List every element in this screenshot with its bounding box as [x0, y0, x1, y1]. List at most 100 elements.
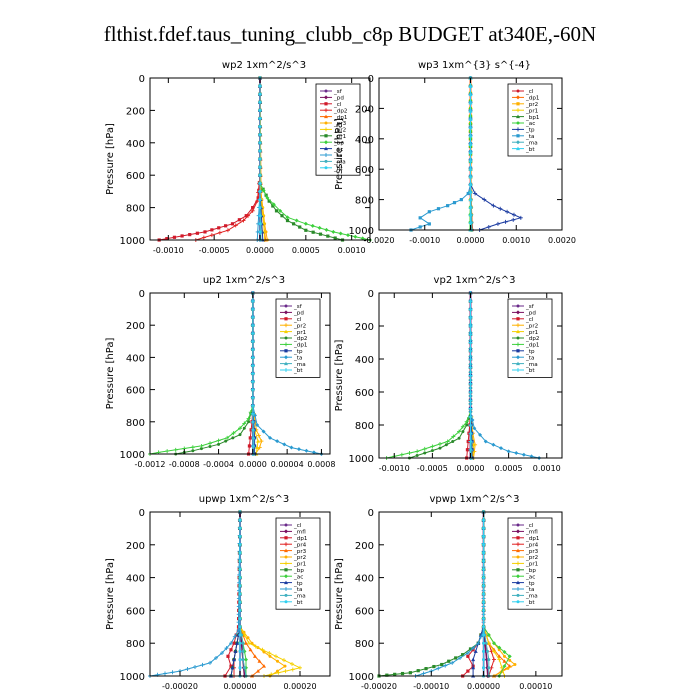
legend-marker	[516, 548, 520, 553]
legend-marker	[516, 523, 520, 527]
data-point	[331, 229, 336, 234]
legend-label: _tp	[525, 349, 535, 355]
data-point	[226, 654, 230, 658]
data-point	[317, 225, 322, 230]
data-point	[256, 433, 261, 438]
data-point	[503, 219, 508, 224]
data-point	[216, 438, 221, 443]
y-tick-label: 400	[355, 135, 374, 146]
data-point	[238, 649, 242, 653]
legend-label: _pr1	[293, 562, 307, 568]
data-point	[258, 173, 262, 177]
legend-label: _pd	[293, 311, 304, 317]
data-point	[238, 666, 242, 670]
data-point	[203, 230, 207, 234]
series-group	[148, 291, 324, 456]
data-point	[310, 223, 315, 228]
panel-title: vp2 1xm^2/s^3	[434, 275, 516, 286]
legend-marker	[324, 89, 328, 93]
data-point	[353, 234, 358, 239]
data-point	[247, 420, 251, 424]
data-point	[443, 663, 448, 668]
data-point	[487, 658, 491, 662]
data-point	[460, 424, 465, 429]
data-point	[497, 648, 501, 652]
data-point	[261, 188, 266, 193]
data-point	[468, 190, 473, 194]
x-tick-label: 0.0010	[533, 464, 561, 473]
data-point	[499, 446, 503, 451]
y-tick-label: 1000	[349, 454, 374, 465]
data-point	[468, 423, 473, 427]
legend-marker	[516, 140, 520, 145]
plot-frame	[378, 511, 563, 677]
data-point	[507, 654, 512, 659]
legend-marker	[516, 134, 520, 138]
data-point	[195, 231, 199, 235]
panels-group: wp2 1xm^2/s^3 Pressure [hPa] 0 200 400 600 800…	[105, 60, 576, 691]
data-point	[472, 426, 477, 431]
data-point	[255, 199, 260, 204]
data-point	[511, 212, 516, 217]
data-point	[415, 449, 420, 454]
data-point	[385, 673, 389, 677]
legend-label: _pr4	[293, 542, 307, 548]
legend-marker	[516, 555, 520, 559]
y-tick-label: 800	[355, 639, 374, 650]
legend-marker	[516, 561, 520, 566]
data-point	[492, 641, 497, 646]
data-point	[491, 203, 496, 208]
data-point	[229, 641, 233, 646]
series-line-ta	[149, 511, 241, 677]
legend-label: _ma	[293, 594, 306, 600]
legend-label: _dp1	[525, 536, 540, 542]
data-point	[210, 228, 214, 232]
data-point	[258, 165, 262, 169]
data-point	[246, 213, 251, 218]
panel-1: wp2 1xm^2/s^3 Pressure [hPa] 0 200 400 600 800…	[105, 60, 372, 255]
legend-label: _sf	[333, 89, 343, 95]
data-point	[282, 658, 286, 663]
legend-label: _ac	[293, 574, 303, 580]
legend-label: _dp2	[293, 336, 307, 342]
y-tick-label: 200	[355, 322, 374, 333]
legend-label: _cl	[293, 317, 302, 323]
data-point	[491, 442, 496, 447]
figure-title: flthist.fdef.taus_tuning_clubb_c8p BUDGE…	[104, 22, 596, 46]
legend-marker	[516, 587, 520, 591]
panel-title: vpwp 1xm^2/s^3	[429, 494, 519, 505]
data-point	[311, 450, 316, 455]
data-point	[468, 439, 473, 444]
legend-marker	[284, 593, 288, 597]
data-point	[256, 196, 260, 200]
legend-marker	[324, 153, 328, 157]
data-point	[247, 641, 251, 646]
y-tick-label: 200	[355, 104, 374, 115]
legend-label: _ma	[525, 594, 538, 600]
legend-label: _bt	[333, 166, 343, 172]
data-point	[243, 666, 246, 670]
legend-marker	[324, 166, 328, 170]
data-point	[482, 608, 486, 612]
y-axis-label: Pressure [hPa]	[334, 340, 345, 412]
legend-marker	[324, 140, 328, 145]
data-point	[427, 222, 431, 226]
data-point	[285, 218, 290, 223]
y-tick-label: 0	[139, 508, 145, 519]
data-point	[502, 649, 507, 654]
y-tick-label: 800	[126, 418, 145, 429]
legend: _cl_dp1_pr2_pr1_bp1_ac_tp_ta_ma_bt	[507, 83, 553, 157]
data-point	[407, 451, 412, 456]
legend-label: _ma	[293, 362, 306, 368]
legend-label: _dp1	[525, 343, 540, 349]
y-tick-label: 200	[126, 321, 145, 332]
data-point	[304, 448, 309, 453]
data-point	[468, 332, 473, 337]
legend-label: _tp	[293, 581, 303, 587]
legend-label: _ma	[525, 362, 538, 368]
legend-label: _ac	[525, 574, 535, 580]
data-point	[457, 436, 461, 440]
x-tick-label: 0.0010	[338, 246, 366, 255]
data-point	[445, 439, 450, 444]
data-point	[468, 125, 473, 130]
